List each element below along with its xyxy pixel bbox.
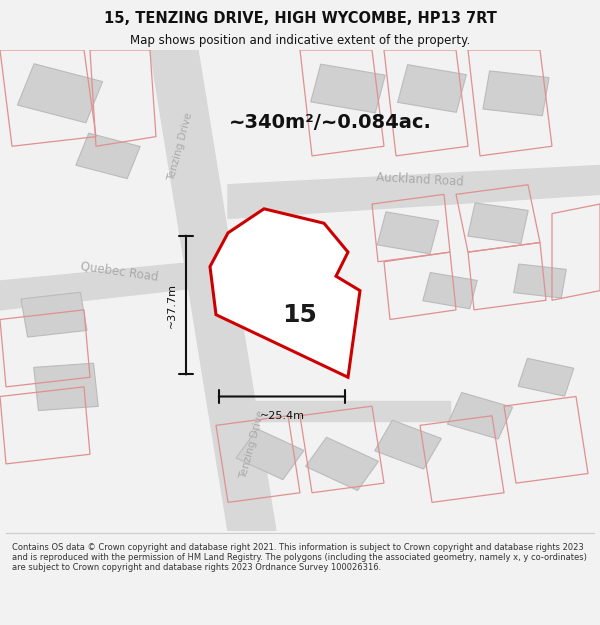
Polygon shape bbox=[423, 272, 477, 309]
Text: Quebec Road: Quebec Road bbox=[80, 259, 160, 283]
Polygon shape bbox=[311, 64, 385, 113]
Polygon shape bbox=[448, 392, 512, 439]
Polygon shape bbox=[34, 363, 98, 411]
Polygon shape bbox=[210, 209, 360, 378]
Polygon shape bbox=[21, 292, 87, 337]
Text: 15, TENZING DRIVE, HIGH WYCOMBE, HP13 7RT: 15, TENZING DRIVE, HIGH WYCOMBE, HP13 7R… bbox=[104, 11, 496, 26]
Text: ~37.7m: ~37.7m bbox=[167, 282, 177, 328]
Polygon shape bbox=[374, 420, 442, 469]
Text: 15: 15 bbox=[283, 302, 317, 327]
Text: Tenzing Drive: Tenzing Drive bbox=[238, 409, 266, 480]
Text: Map shows position and indicative extent of the property.: Map shows position and indicative extent… bbox=[130, 34, 470, 47]
Polygon shape bbox=[210, 401, 450, 421]
Polygon shape bbox=[518, 358, 574, 396]
Polygon shape bbox=[377, 212, 439, 254]
Polygon shape bbox=[468, 203, 528, 244]
Polygon shape bbox=[483, 71, 549, 116]
Polygon shape bbox=[398, 64, 466, 112]
Polygon shape bbox=[228, 166, 600, 218]
Polygon shape bbox=[150, 50, 276, 531]
Polygon shape bbox=[0, 252, 300, 310]
Text: ~25.4m: ~25.4m bbox=[260, 411, 305, 421]
Polygon shape bbox=[236, 429, 304, 479]
Text: ~340m²/~0.084ac.: ~340m²/~0.084ac. bbox=[229, 112, 431, 132]
Text: Contains OS data © Crown copyright and database right 2021. This information is : Contains OS data © Crown copyright and d… bbox=[12, 542, 587, 572]
Polygon shape bbox=[274, 296, 350, 352]
Polygon shape bbox=[305, 438, 379, 491]
Polygon shape bbox=[514, 264, 566, 298]
Polygon shape bbox=[17, 64, 103, 123]
Polygon shape bbox=[76, 133, 140, 179]
Text: Auckland Road: Auckland Road bbox=[376, 171, 464, 189]
Text: Tenzing Drive: Tenzing Drive bbox=[166, 111, 194, 181]
